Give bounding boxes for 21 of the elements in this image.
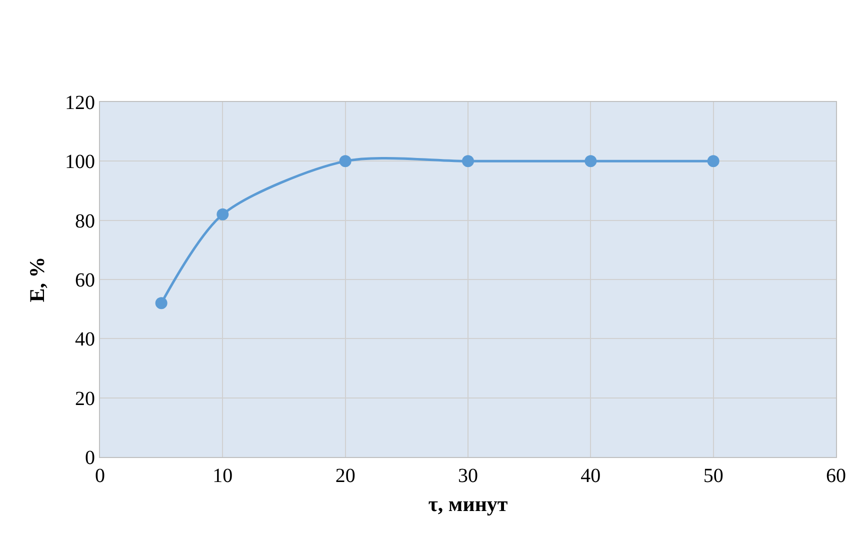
y-axis-title: E, % — [25, 256, 50, 302]
y-tick-label: 60 — [75, 270, 95, 292]
y-tick-label: 0 — [85, 447, 95, 469]
y-tick-label: 80 — [75, 210, 95, 232]
x-tick-label: 40 — [580, 465, 601, 487]
x-tick-label: 50 — [703, 465, 724, 487]
point — [155, 297, 168, 310]
point — [339, 155, 352, 168]
point — [216, 208, 229, 220]
y-tick-label: 40 — [75, 328, 95, 351]
point — [462, 155, 474, 168]
y-tick-label: 20 — [75, 388, 95, 410]
point — [584, 155, 597, 168]
x-tick-label: 60 — [826, 465, 846, 487]
x-tick-label: 20 — [335, 465, 356, 487]
y-tick-label: 120 — [65, 92, 95, 114]
x-tick-label: 10 — [212, 465, 233, 487]
y-tick-label: 100 — [65, 151, 95, 174]
point — [707, 155, 720, 168]
x-tick-label: 30 — [458, 465, 478, 487]
x-axis-title: τ, минут — [428, 492, 508, 516]
